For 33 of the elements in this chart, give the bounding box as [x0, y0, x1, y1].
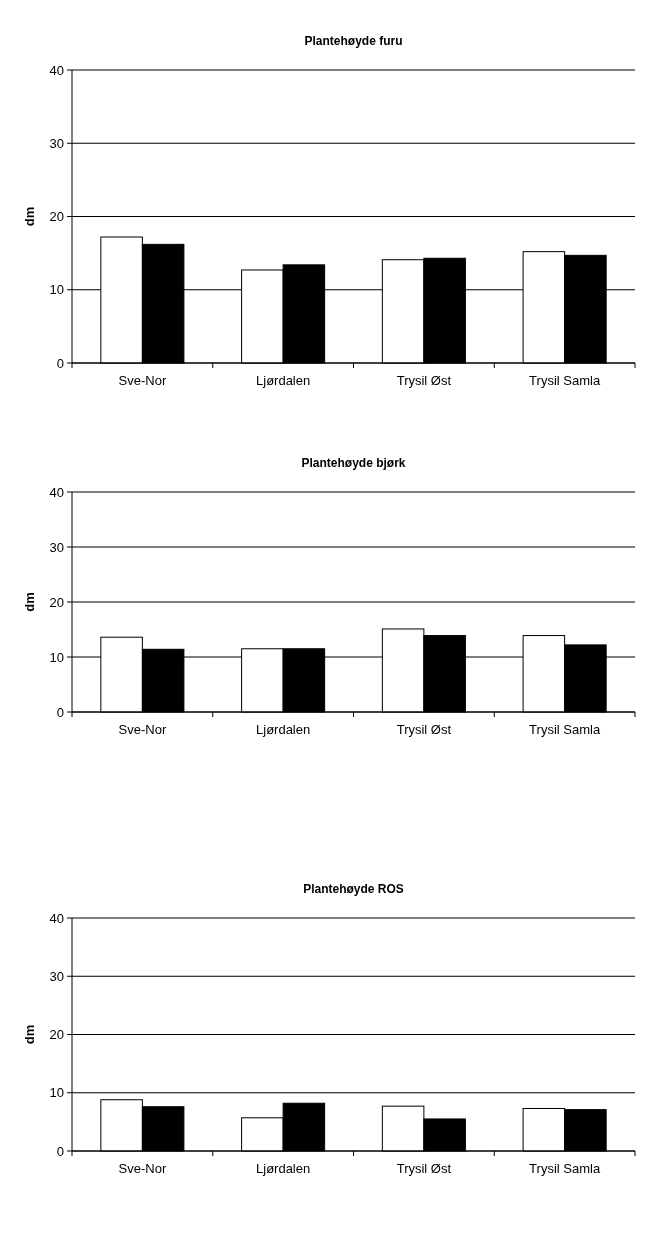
- x-tick-label: Trysil Samla: [529, 722, 601, 737]
- y-tick-label: 20: [49, 1027, 64, 1043]
- x-tick-label: Trysil Øst: [396, 722, 452, 737]
- y-tick-label: 20: [49, 209, 64, 225]
- x-tick-label: Sve-Nor: [118, 1161, 167, 1176]
- y-tick-label: 40: [49, 62, 64, 78]
- y-axis-title: dm: [22, 592, 37, 612]
- y-tick-label: 30: [49, 135, 64, 151]
- y-axis-title: dm: [22, 206, 37, 227]
- y-tick-label: 30: [49, 539, 64, 555]
- y-tick-label: 10: [49, 649, 64, 665]
- chart-title: Plantehøyde furu: [304, 34, 403, 48]
- chart-title: Plantehøyde bjørk: [301, 456, 406, 470]
- x-tick-label: Trysil Samla: [529, 1161, 601, 1176]
- y-tick-label: 20: [49, 594, 64, 610]
- y-tick-label: 0: [56, 1143, 64, 1159]
- x-tick-label: Ljørdalen: [256, 373, 311, 388]
- y-tick-label: 40: [49, 484, 64, 500]
- y-tick-label: 30: [49, 968, 64, 984]
- x-tick-label: Ljørdalen: [256, 722, 311, 737]
- x-tick-label: Trysil Øst: [396, 373, 452, 388]
- x-tick-label: Trysil Samla: [529, 373, 601, 388]
- y-tick-label: 10: [49, 282, 64, 298]
- y-axis-title: dm: [22, 1024, 37, 1045]
- chart-title: Plantehøyde ROS: [303, 882, 404, 896]
- x-tick-label: Trysil Øst: [396, 1161, 452, 1176]
- y-tick-label: 0: [56, 704, 64, 720]
- y-tick-label: 10: [49, 1085, 64, 1101]
- x-tick-label: Sve-Nor: [118, 373, 167, 388]
- x-tick-label: Ljørdalen: [256, 1161, 311, 1176]
- y-tick-label: 0: [56, 355, 64, 371]
- y-tick-label: 40: [49, 910, 64, 926]
- x-tick-label: Sve-Nor: [118, 722, 167, 737]
